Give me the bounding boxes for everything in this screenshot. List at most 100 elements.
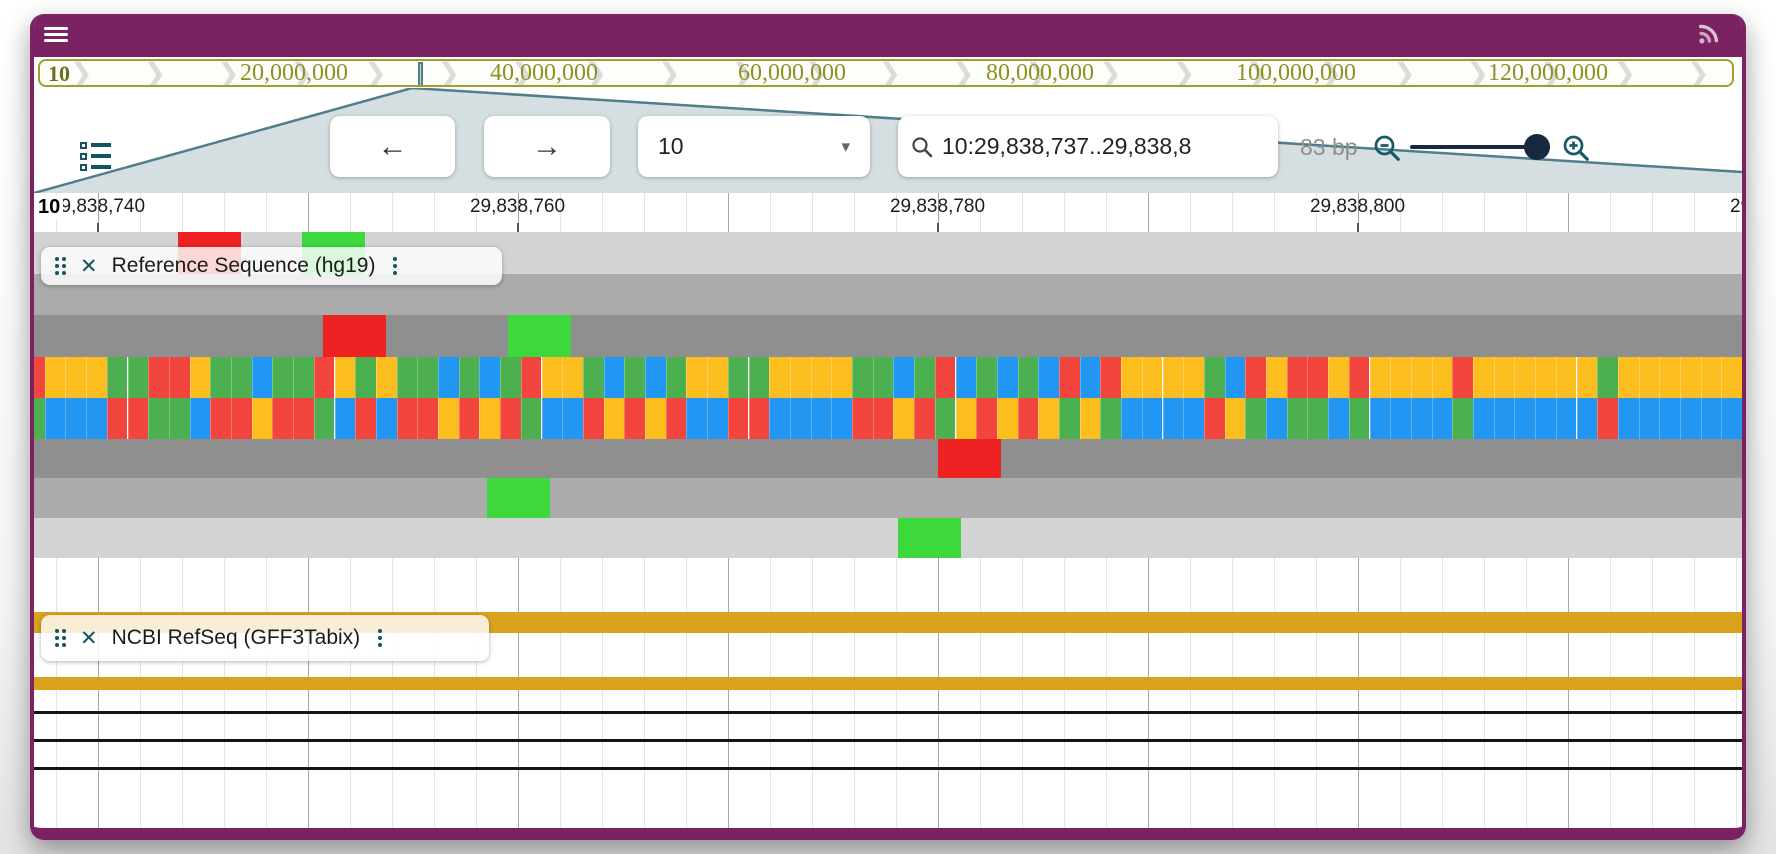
pan-left-button[interactable]: ← [330, 116, 455, 177]
overview-tick-label: 60,000,000 [738, 60, 846, 86]
gene-feature-line[interactable] [34, 711, 1742, 714]
base-cell [438, 398, 459, 439]
base-cell [1617, 357, 1639, 398]
detail-ruler[interactable]: 10 29,838,740 29,838,760 29,838,780 29,838,… [34, 193, 1742, 232]
chevron-icon: ❯ [1466, 59, 1490, 87]
base-cell [1452, 398, 1473, 439]
base-cell [769, 357, 790, 398]
base-cell [1121, 357, 1142, 398]
base-cell [231, 398, 252, 439]
network-status-icon [1698, 24, 1719, 44]
chevron-icon: ❯ [364, 59, 387, 87]
location-search-box[interactable] [898, 116, 1278, 177]
track-menu-icon[interactable] [378, 629, 383, 647]
base-cell [417, 398, 438, 439]
chevron-icon: ❯ [658, 59, 681, 87]
gene-feature-bar[interactable] [34, 677, 1742, 690]
base-cell [1680, 357, 1701, 398]
base-cell [1286, 357, 1308, 398]
zoom-slider-thumb[interactable] [1524, 134, 1550, 160]
track-label-reference-sequence[interactable]: ✕ Reference Sequence (hg19) [41, 247, 502, 285]
base-cell [727, 398, 749, 439]
chevron-icon: ❯ [1613, 59, 1637, 87]
base-cell [148, 398, 169, 439]
ruler-tick-label: 29,838,760 [469, 196, 566, 217]
chromosome-overview-bar[interactable]: 10 ❯ ❯ ❯ ❯ ❯ ❯ ❯ ❯ ❯ ❯ ❯ ❯ ❯ ❯ ❯ ❯ ❯ ❯ ❯ ❯ ❯ ❯ ❯ 20,000,000 40,0… [38, 59, 1734, 87]
base-cell [1369, 357, 1391, 398]
chevron-icon: ❯ [1025, 59, 1049, 87]
base-cell [893, 357, 915, 398]
base-cell [355, 357, 376, 398]
base-cell [396, 357, 418, 398]
base-cell [1224, 357, 1246, 398]
start-codon-marker [898, 518, 961, 558]
chevron-icon: ❯ [217, 59, 240, 87]
base-cell [1307, 357, 1329, 398]
base-cell [65, 357, 87, 398]
drag-handle-icon[interactable] [55, 629, 66, 647]
base-cell [334, 357, 356, 398]
chevron-icon: ❯ [290, 59, 314, 87]
search-icon [912, 136, 933, 157]
base-cell [1452, 357, 1473, 398]
base-cell [1348, 357, 1370, 398]
gene-feature-line[interactable] [34, 767, 1742, 770]
overview-position-marker[interactable] [418, 62, 423, 85]
overview-tick-label: 20,000,000 [240, 60, 348, 86]
track-selector-button[interactable] [80, 141, 116, 175]
overview-tick-label: 80,000,000 [986, 60, 1094, 86]
base-cell [852, 357, 873, 398]
base-cell [375, 398, 397, 439]
base-cell [272, 398, 294, 439]
track-label-ncbi-refseq[interactable]: ✕ NCBI RefSeq (GFF3Tabix) [41, 615, 489, 661]
base-cell [313, 357, 335, 398]
close-track-icon[interactable]: ✕ [80, 254, 98, 278]
base-cell [1079, 398, 1101, 439]
base-cell [852, 398, 873, 439]
base-cell [562, 398, 583, 439]
base-cell [34, 357, 45, 398]
chevron-down-icon: ▾ [841, 136, 850, 156]
base-cell [1535, 357, 1556, 398]
base-cell [1038, 398, 1059, 439]
close-track-icon[interactable]: ✕ [80, 626, 98, 650]
base-cell [1431, 357, 1453, 398]
zoom-level-label: 83 bp [1300, 134, 1358, 160]
base-cell [769, 398, 790, 439]
zoom-slider[interactable] [1410, 145, 1550, 149]
base-cell [872, 357, 894, 398]
base-cell [520, 398, 542, 439]
base-cell [1245, 357, 1266, 398]
base-cell [872, 398, 894, 439]
translation-frame-row [34, 518, 1742, 558]
main-menu-icon[interactable] [44, 24, 70, 46]
track-title: NCBI RefSeq (GFF3Tabix) [111, 626, 361, 649]
base-cell [1121, 398, 1142, 439]
base-cell [976, 398, 997, 439]
zoom-in-icon[interactable] [1561, 133, 1591, 163]
base-cell [148, 357, 169, 398]
chevron-icon: ❯ [878, 59, 902, 87]
right-arrow-icon: → [532, 129, 562, 163]
base-cell [189, 357, 211, 398]
chromosome-select[interactable]: 10 ▾ [638, 116, 870, 177]
location-search-input[interactable] [940, 132, 1266, 161]
pan-right-button[interactable]: → [484, 116, 610, 177]
drag-handle-icon[interactable] [55, 257, 66, 275]
base-cell [1328, 398, 1349, 439]
base-cell [65, 398, 87, 439]
chevron-icon: ❯ [437, 59, 461, 87]
chevron-icon: ❯ [1172, 59, 1196, 87]
chevron-icon: ❯ [1099, 59, 1122, 87]
zoom-out-icon[interactable] [1372, 133, 1402, 163]
overview-chromosome-label: 10 [48, 61, 70, 86]
base-cell [831, 398, 852, 439]
gene-feature-line[interactable] [34, 739, 1742, 742]
track-menu-icon[interactable] [393, 257, 398, 275]
base-cell [562, 357, 583, 398]
base-cell [127, 357, 149, 398]
base-cell [582, 398, 604, 439]
sequence-row-forward [34, 357, 1742, 398]
base-cell [355, 398, 376, 439]
